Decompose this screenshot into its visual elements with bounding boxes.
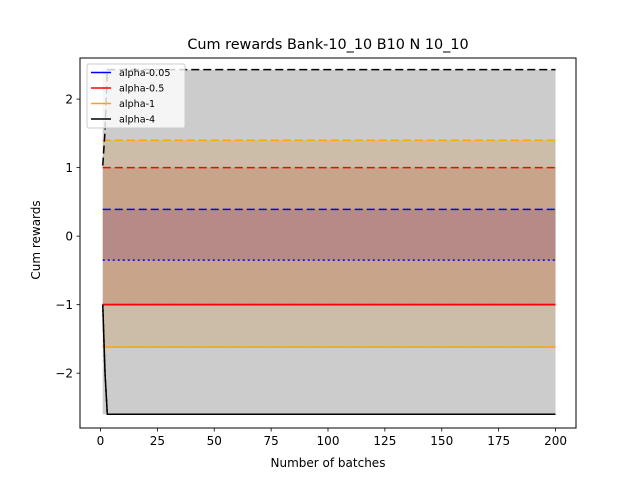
x-axis-label: Number of batches (271, 456, 386, 470)
y-axis-label: Cum rewards (29, 200, 43, 279)
legend-label-alpha-1: alpha-1 (119, 99, 155, 110)
x-tick-label: 75 (263, 434, 278, 448)
y-tick-label: 0 (65, 229, 73, 243)
y-tick-label: −2 (55, 366, 73, 380)
plot-area: 0 25 50 75 100 125 150 175 200 −2 −1 0 1 2 (55, 57, 577, 448)
legend-box (86, 63, 186, 129)
legend-label-alpha-0.05: alpha-0.05 (119, 68, 170, 79)
x-axis-ticks: 0 25 50 75 100 125 150 175 200 (97, 428, 567, 448)
legend-label-alpha-4: alpha-4 (119, 114, 155, 125)
legend: alpha-0.05 alpha-0.5 alpha-1 alpha-4 (86, 63, 186, 129)
x-tick-label: 25 (150, 434, 165, 448)
chart-title: Cum rewards Bank-10_10 B10 N 10_10 (187, 37, 468, 53)
series-lines (102, 68, 556, 416)
y-tick-label: 2 (65, 92, 73, 106)
band-alpha-1 (102, 140, 556, 348)
band-alpha-0.05 (102, 209, 556, 261)
x-tick-label: 50 (207, 434, 222, 448)
y-tick-label: −1 (55, 298, 73, 312)
legend-label-alpha-0.5: alpha-0.5 (119, 83, 164, 94)
series-alpha-4-mean (102, 304, 556, 416)
x-tick-label: 0 (97, 434, 105, 448)
band-alpha-0.5 (102, 167, 556, 305)
x-tick-label: 200 (544, 434, 567, 448)
y-axis-ticks: −2 −1 0 1 2 (55, 92, 80, 380)
y-tick-label: 1 (65, 161, 73, 175)
x-tick-label: 100 (317, 434, 340, 448)
x-tick-label: 150 (430, 434, 453, 448)
x-tick-label: 125 (373, 434, 396, 448)
x-tick-label: 175 (487, 434, 510, 448)
